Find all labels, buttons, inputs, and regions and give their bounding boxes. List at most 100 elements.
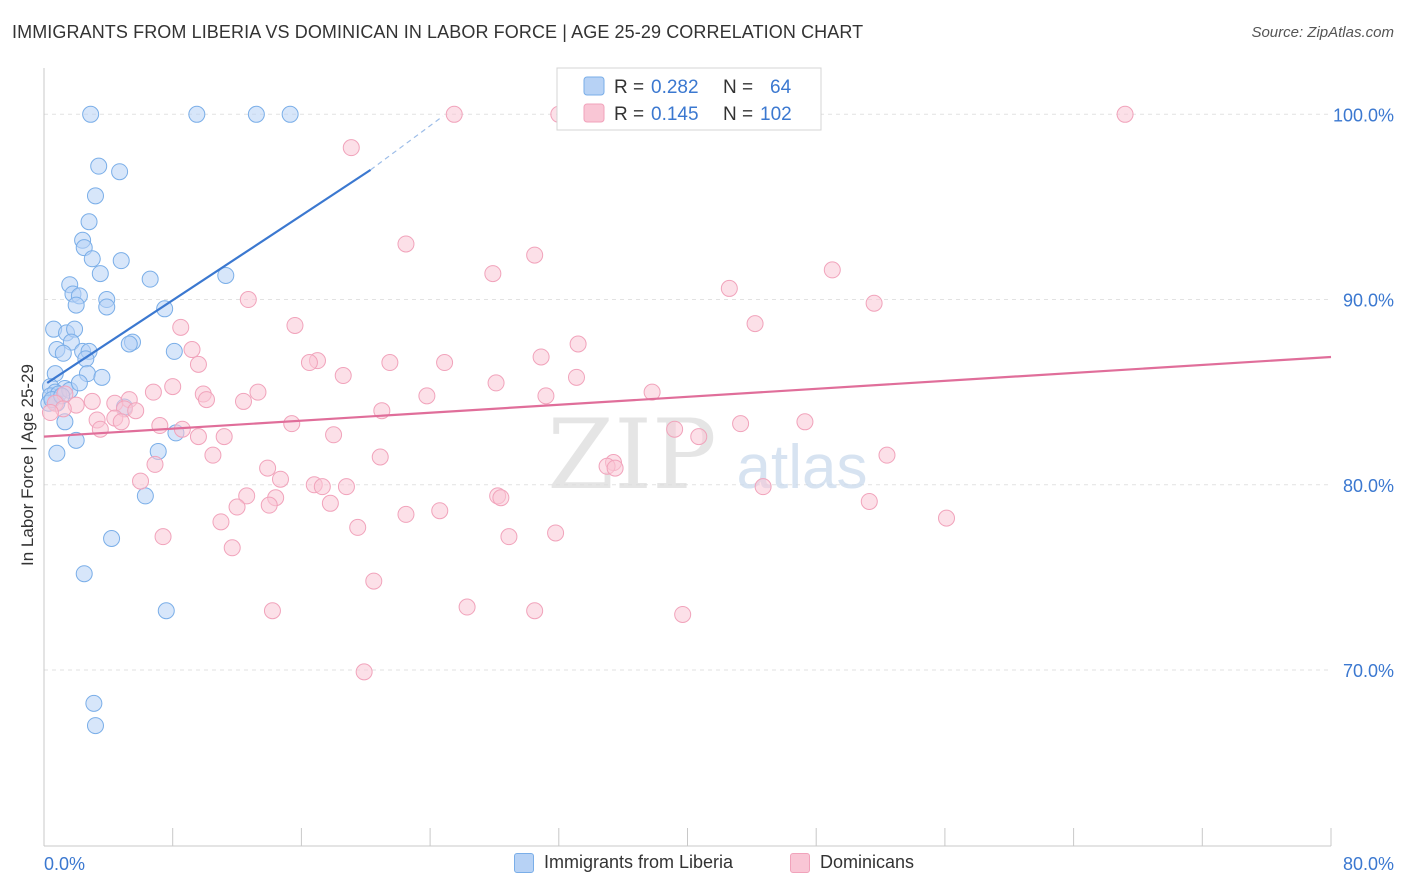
point-dominicans	[355, 663, 373, 681]
legend-r-value-liberia: 0.282	[651, 77, 699, 98]
point-liberia	[70, 374, 88, 392]
point-liberia	[93, 368, 111, 386]
point-dominicans	[321, 494, 339, 512]
point-dominicans	[286, 316, 304, 334]
point-dominicans	[569, 335, 587, 353]
trend-line-liberia	[46, 168, 372, 384]
point-dominicans	[487, 374, 505, 392]
point-liberia	[188, 105, 206, 123]
point-dominicans	[154, 528, 172, 546]
point-dominicans	[754, 478, 772, 496]
point-liberia	[86, 187, 104, 205]
point-dominicans	[215, 428, 233, 446]
point-dominicans	[397, 505, 415, 523]
trend-line-dominicans	[43, 355, 1332, 438]
point-dominicans	[458, 598, 476, 616]
point-dominicans	[532, 348, 550, 366]
point-dominicans	[418, 387, 436, 405]
point-dominicans	[860, 492, 878, 510]
point-liberia	[281, 105, 299, 123]
data-points	[40, 105, 1134, 735]
point-dominicans	[445, 105, 463, 123]
legend-item-liberia: Immigrants from Liberia	[514, 852, 733, 873]
point-dominicans	[228, 498, 246, 516]
point-dominicans	[249, 383, 267, 401]
y-tick-label: 90.0%	[1343, 291, 1394, 311]
point-dominicans	[263, 602, 281, 620]
point-liberia	[98, 298, 116, 316]
watermark: ZIP atlas	[547, 399, 867, 511]
point-dominicans	[720, 279, 738, 297]
point-liberia	[91, 265, 109, 283]
point-dominicans	[337, 478, 355, 496]
legend-swatch-dominicans	[583, 103, 605, 123]
point-dominicans	[371, 448, 389, 466]
y-tick-label: 70.0%	[1343, 661, 1394, 681]
watermark-zip: ZIP	[547, 399, 716, 511]
point-dominicans	[666, 420, 684, 438]
point-liberia	[48, 444, 66, 462]
point-liberia	[54, 344, 72, 362]
point-liberia	[75, 565, 93, 583]
point-dominicans	[938, 509, 956, 527]
point-liberia	[85, 694, 103, 712]
point-liberia	[247, 105, 265, 123]
axes	[43, 68, 1331, 847]
point-dominicans	[41, 404, 59, 422]
tick-labels: 70.0% 80.0% 90.0% 100.0% 0.0% 80.0%	[44, 105, 1394, 874]
point-dominicans	[537, 387, 555, 405]
point-dominicans	[526, 602, 544, 620]
point-dominicans	[189, 355, 207, 373]
point-dominicans	[212, 513, 230, 531]
point-liberia	[217, 266, 235, 284]
x-tick-label-right: 80.0%	[1343, 854, 1394, 874]
point-dominicans	[197, 391, 215, 409]
point-dominicans	[674, 605, 692, 623]
point-dominicans	[271, 470, 289, 488]
point-dominicans	[436, 354, 454, 372]
trend-lines	[43, 115, 1332, 438]
legend-n-value-dominicans: 102	[760, 104, 792, 125]
point-liberia	[83, 250, 101, 268]
point-dominicans	[690, 428, 708, 446]
point-dominicans	[878, 446, 896, 464]
point-dominicans	[732, 415, 750, 433]
point-liberia	[80, 213, 98, 231]
watermark-atlas: atlas	[737, 433, 868, 502]
point-dominicans	[91, 420, 109, 438]
trend-line-liberia-extension	[370, 115, 444, 171]
point-dominicans	[300, 354, 318, 372]
point-dominicans	[146, 455, 164, 473]
legend-r-value-dominicans: 0.145	[651, 104, 699, 125]
point-dominicans	[259, 459, 277, 477]
legend-item-dominicans: Dominicans	[790, 852, 914, 873]
point-dominicans	[83, 392, 101, 410]
point-dominicans	[865, 294, 883, 312]
point-liberia	[136, 487, 154, 505]
point-dominicans	[746, 315, 764, 333]
x-tick-label-left: 0.0%	[44, 854, 85, 874]
y-tick-label: 80.0%	[1343, 476, 1394, 496]
point-dominicans	[238, 487, 256, 505]
point-liberia	[141, 270, 159, 288]
point-dominicans	[172, 318, 190, 336]
point-dominicans	[313, 478, 331, 496]
point-dominicans	[567, 368, 585, 386]
legend-swatch-liberia-bottom	[514, 852, 534, 873]
point-dominicans	[132, 472, 150, 490]
point-dominicans	[526, 246, 544, 264]
point-liberia	[67, 431, 85, 449]
point-dominicans	[500, 528, 518, 546]
legend-r-label-liberia: R =	[614, 77, 644, 98]
point-dominicans	[183, 341, 201, 359]
point-dominicans	[334, 366, 352, 384]
legend-n-label-dominicans: N =	[723, 104, 753, 125]
point-dominicans	[239, 291, 257, 309]
point-liberia	[120, 335, 138, 353]
point-liberia	[103, 530, 121, 548]
point-liberia	[111, 163, 129, 181]
point-liberia	[165, 342, 183, 360]
point-dominicans	[643, 383, 661, 401]
point-dominicans	[164, 378, 182, 396]
point-dominicans	[484, 265, 502, 283]
